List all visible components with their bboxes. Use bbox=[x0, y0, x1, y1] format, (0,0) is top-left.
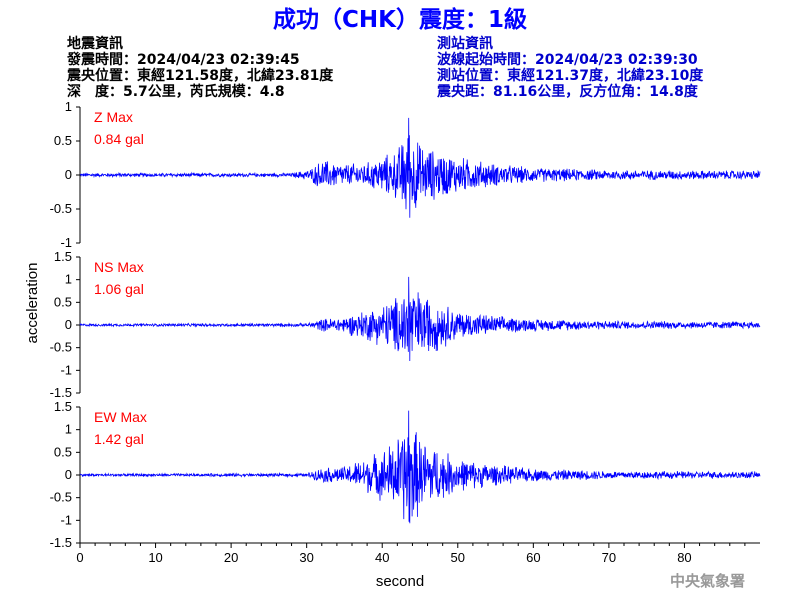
max-value: 0.84 gal bbox=[94, 131, 144, 147]
y-tick-label: 1 bbox=[65, 99, 72, 114]
quake-info-heading: 地震資訊 bbox=[67, 35, 123, 52]
y-tick-label: -0.5 bbox=[50, 201, 72, 216]
plot-area: 1 0.5 0 -0.5 -1 Z Max 0.84 gal 1.5 1 0.5 0 -0.5 -1 -1… bbox=[50, 99, 761, 565]
y-tick-label: 0 bbox=[65, 467, 72, 482]
quake-info-depth-magnitude: 深 度：5.7公里，芮氏規模：4.8 bbox=[67, 83, 285, 100]
trace-ew bbox=[79, 410, 761, 524]
quake-info-epicenter: 震央位置：東經121.58度，北緯23.81度 bbox=[66, 67, 334, 84]
quake-info: 地震資訊 發震時間：2024/04/23 02:39:45 震央位置：東經121… bbox=[66, 35, 334, 100]
x-axis: 0 10 20 30 40 50 60 70 80 bbox=[76, 542, 760, 565]
y-tick-label: 0 bbox=[65, 317, 72, 332]
max-title: NS Max bbox=[94, 259, 144, 275]
y-tick-label: -1 bbox=[60, 362, 72, 377]
page-title: 成功（CHK）震度：1級 bbox=[273, 6, 527, 33]
x-tick-label: 80 bbox=[677, 550, 691, 565]
y-tick-label: 1.5 bbox=[54, 249, 72, 264]
x-tick-label: 50 bbox=[451, 550, 465, 565]
panel-z: 1 0.5 0 -0.5 -1 Z Max 0.84 gal bbox=[50, 99, 761, 250]
y-tick-label: 0.5 bbox=[54, 294, 72, 309]
y-tick-label: -1 bbox=[60, 512, 72, 527]
x-tick-label: 30 bbox=[299, 550, 313, 565]
max-title: Z Max bbox=[94, 109, 133, 125]
station-info-wave-start: 波線起始時間：2024/04/23 02:39:30 bbox=[437, 51, 698, 68]
station-info: 測站資訊 波線起始時間：2024/04/23 02:39:30 測站位置：東經1… bbox=[436, 35, 704, 100]
y-tick-label: -1.5 bbox=[50, 535, 72, 550]
station-info-distance: 震央距：81.16公里，反方位角：14.8度 bbox=[436, 83, 699, 100]
x-tick-label: 10 bbox=[148, 550, 162, 565]
x-tick-label: 60 bbox=[526, 550, 540, 565]
y-tick-label: -0.5 bbox=[50, 340, 72, 355]
y-tick-label: -0.5 bbox=[50, 490, 72, 505]
panel-ew: 1.5 1 0.5 0 -0.5 -1 -1.5 EW Max 1.42 gal bbox=[50, 399, 761, 550]
trace-z bbox=[79, 117, 761, 218]
y-tick-label: 1 bbox=[65, 272, 72, 287]
y-tick-label: 1.5 bbox=[54, 399, 72, 414]
y-tick-label: 0 bbox=[65, 167, 72, 182]
trace-ns bbox=[79, 276, 761, 362]
max-title: EW Max bbox=[94, 409, 147, 425]
station-info-location: 測站位置：東經121.37度，北緯23.10度 bbox=[437, 67, 704, 84]
agency-credit: 中央氣象署 bbox=[670, 572, 745, 590]
y-axis-label: acceleration bbox=[24, 263, 41, 344]
x-axis-label: second bbox=[376, 573, 424, 590]
y-tick-label: 0.5 bbox=[54, 133, 72, 148]
x-tick-label: 40 bbox=[375, 550, 389, 565]
max-value: 1.42 gal bbox=[94, 431, 144, 447]
y-tick-label: -1.5 bbox=[50, 385, 72, 400]
max-value: 1.06 gal bbox=[94, 281, 144, 297]
quake-info-time: 發震時間：2024/04/23 02:39:45 bbox=[66, 51, 300, 68]
x-tick-label: 0 bbox=[76, 550, 83, 565]
station-info-heading: 測站資訊 bbox=[437, 35, 493, 52]
y-tick-label: 0.5 bbox=[54, 444, 72, 459]
y-tick-label: -1 bbox=[60, 235, 72, 250]
y-tick-label: 1 bbox=[65, 422, 72, 437]
x-tick-label: 20 bbox=[224, 550, 238, 565]
x-tick-label: 70 bbox=[602, 550, 616, 565]
panel-ns: 1.5 1 0.5 0 -0.5 -1 -1.5 NS Max 1.06 gal bbox=[50, 249, 761, 400]
